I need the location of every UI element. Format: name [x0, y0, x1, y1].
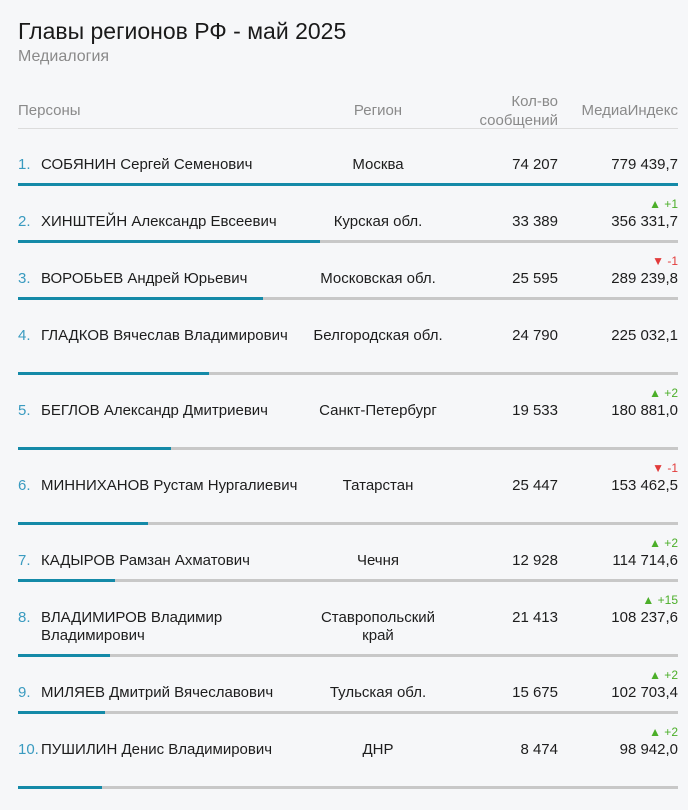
rank-number: 7. — [18, 552, 31, 569]
rank-number: 2. — [18, 213, 31, 230]
person-name: МИННИХАНОВ Рустам Нургалиевич — [41, 477, 298, 494]
media-index-bar — [18, 372, 209, 375]
person-name: ВОРОБЬЕВ Андрей Юрьевич — [41, 270, 248, 287]
media-index-value: 108 237,6 — [611, 609, 678, 626]
media-index-bar — [18, 240, 320, 243]
region-name: Курская обл. — [333, 213, 423, 230]
header-count-line1: Кол-во — [511, 93, 558, 110]
rank-number: 4. — [18, 327, 31, 344]
message-count: 15 675 — [512, 684, 558, 701]
message-count: 25 447 — [512, 477, 558, 494]
bar-track — [18, 240, 678, 243]
region-name: ДНР — [362, 741, 394, 758]
header-count-line2: сообщений — [479, 112, 558, 129]
rank-number: 1. — [18, 156, 31, 173]
region-name: Татарстан — [342, 477, 414, 494]
region-name: Москва — [352, 156, 404, 173]
rank-number: 3. — [18, 270, 31, 287]
message-count: 25 595 — [512, 270, 558, 287]
person-name: БЕГЛОВ Александр Дмитриевич — [41, 402, 268, 419]
media-index-value: 779 439,7 — [611, 156, 678, 173]
bar-track — [18, 654, 678, 657]
rank-number: 5. — [18, 402, 31, 419]
bar-track — [18, 579, 678, 582]
header-message-count[interactable]: Кол-во сообщений — [448, 92, 558, 130]
header-media-index[interactable]: МедиаИндекс — [581, 102, 678, 119]
rank-number: 10. — [18, 741, 39, 758]
bar-track — [18, 522, 678, 525]
person-name: СОБЯНИН Сергей Семенович — [41, 156, 253, 173]
rank-number: 8. — [18, 609, 31, 626]
rank-number: 9. — [18, 684, 31, 701]
media-index-value: 180 881,0 — [611, 402, 678, 419]
bar-track — [18, 786, 678, 789]
rank-change-down-badge: ▼ -1 — [652, 254, 678, 268]
bar-track — [18, 372, 678, 375]
media-index-bar — [18, 579, 115, 582]
person-name: МИЛЯЕВ Дмитрий Вячеславович — [41, 684, 274, 701]
media-index-bar — [18, 711, 105, 714]
media-index-bar — [18, 522, 148, 525]
rank-change-up-badge: ▲ +2 — [649, 668, 678, 682]
message-count: 12 928 — [512, 552, 558, 569]
person-name: ПУШИЛИН Денис Владимирович — [41, 741, 273, 758]
message-count: 21 413 — [512, 609, 558, 626]
media-index-value: 102 703,4 — [611, 684, 678, 701]
media-index-bar — [18, 654, 110, 657]
region-name: Санкт-Петербург — [319, 402, 437, 419]
media-index-bar — [18, 447, 171, 450]
media-index-value: 289 239,8 — [611, 270, 678, 287]
page-subtitle: Медиалогия — [18, 48, 110, 65]
person-name: КАДЫРОВ Рамзан Ахматович — [41, 552, 250, 569]
media-index-value: 225 032,1 — [611, 327, 678, 344]
media-index-value: 356 331,7 — [611, 213, 678, 230]
media-index-bar — [18, 297, 263, 300]
media-index-value: 98 942,0 — [619, 741, 678, 758]
region-name: Московская обл. — [320, 270, 436, 287]
message-count: 8 474 — [520, 741, 558, 758]
media-index-bar — [18, 183, 678, 186]
bar-track — [18, 297, 678, 300]
person-name: ХИНШТЕЙН Александр Евсеевич — [41, 213, 277, 230]
media-index-value: 114 714,6 — [612, 552, 678, 569]
message-count: 33 389 — [512, 213, 558, 230]
region-name: Ставропольский край — [320, 609, 436, 644]
media-index-value: 153 462,5 — [611, 477, 678, 494]
header-persons[interactable]: Персоны — [18, 102, 81, 119]
header-divider — [18, 128, 678, 129]
header-region[interactable]: Регион — [353, 102, 403, 119]
region-name: Белгородская обл. — [313, 327, 443, 344]
message-count: 24 790 — [512, 327, 558, 344]
page-title: Главы регионов РФ - май 2025 — [18, 18, 347, 44]
person-name: ГЛАДКОВ Вячеслав Владимирович — [41, 327, 288, 344]
message-count: 19 533 — [512, 402, 558, 419]
rank-change-up-badge: ▲ +2 — [649, 536, 678, 550]
rank-change-down-badge: ▼ -1 — [652, 461, 678, 475]
bar-track — [18, 447, 678, 450]
rank-change-up-badge: ▲ +15 — [642, 593, 678, 607]
media-index-bar — [18, 786, 102, 789]
message-count: 74 207 — [512, 156, 558, 173]
person-name: ВЛАДИМИРОВ Владимир Владимирович — [41, 609, 223, 644]
rank-change-up-badge: ▲ +1 — [649, 197, 678, 211]
region-name: Чечня — [356, 552, 400, 569]
bar-track — [18, 711, 678, 714]
rank-change-up-badge: ▲ +2 — [649, 386, 678, 400]
rank-number: 6. — [18, 477, 31, 494]
rank-change-up-badge: ▲ +2 — [649, 725, 678, 739]
region-name: Тульская обл. — [329, 684, 427, 701]
